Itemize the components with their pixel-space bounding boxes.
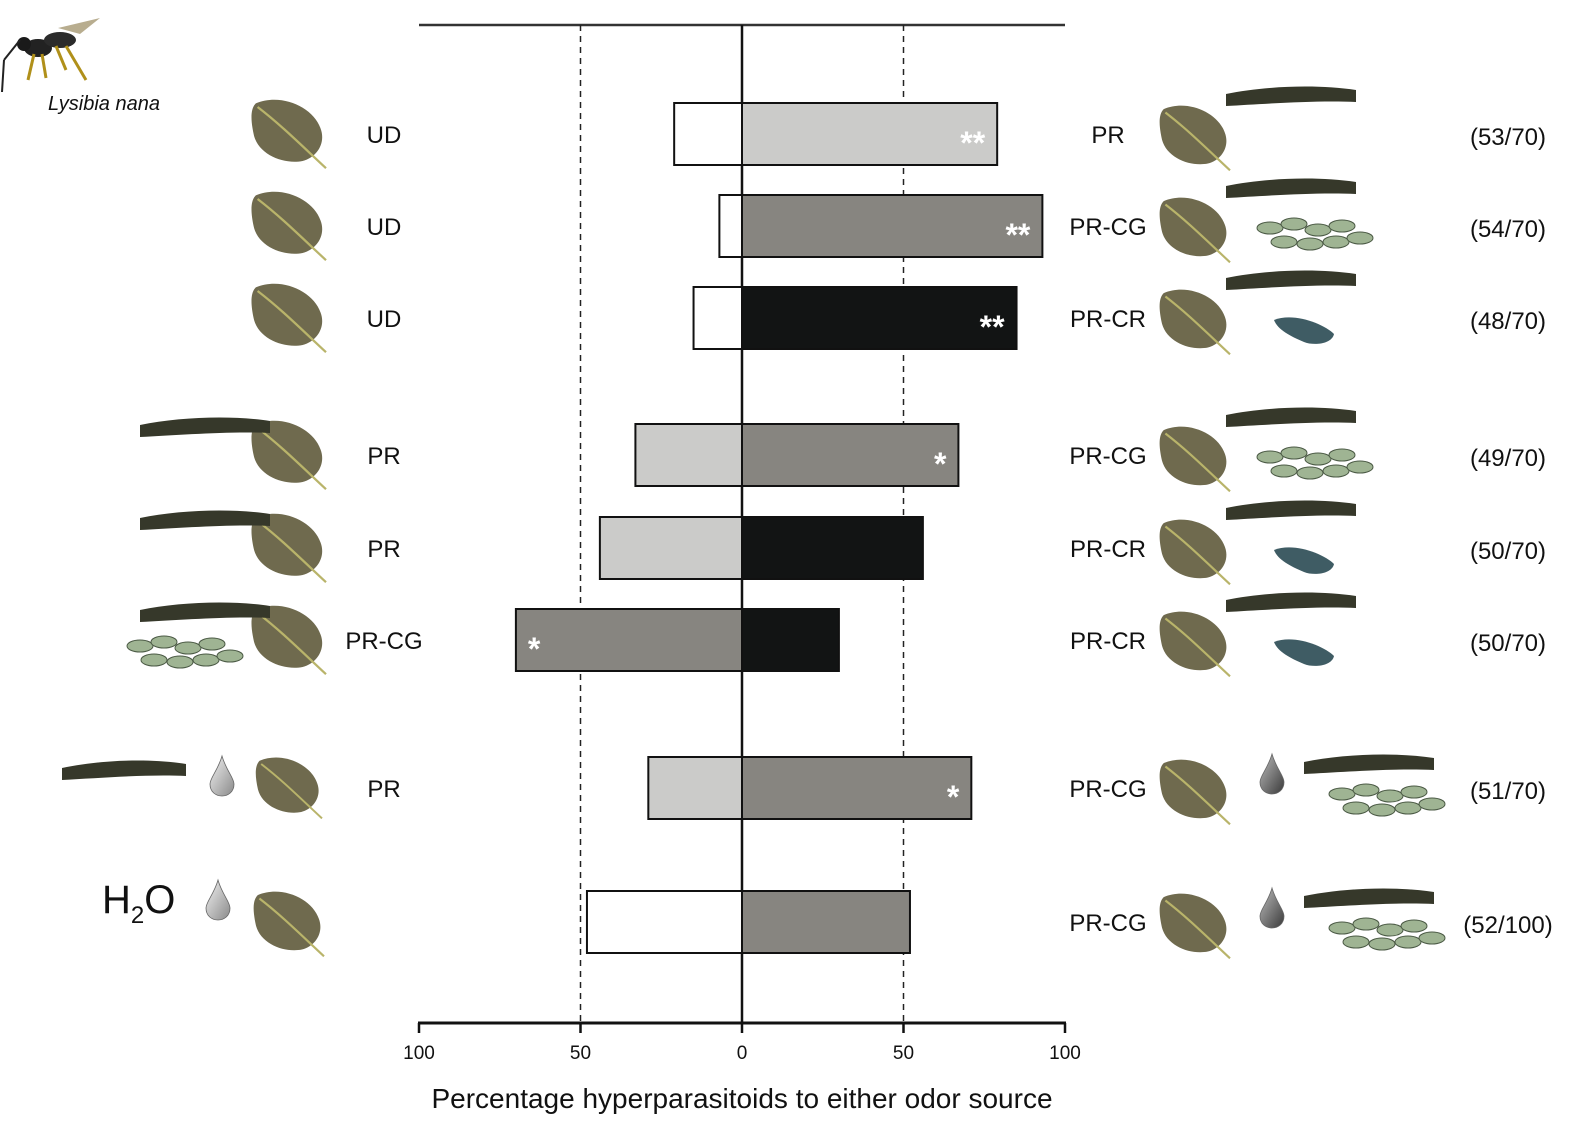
right-source-label: PR-CG <box>1069 910 1146 937</box>
left-source-label: PR-CG <box>345 628 422 655</box>
left-source-label: UD <box>367 306 402 333</box>
right-source-label: PR-CG <box>1069 776 1146 803</box>
leaf-icon <box>251 283 327 354</box>
right-source-label: PR <box>1091 122 1124 149</box>
left-source-label: UD <box>367 122 402 149</box>
leaf-icon <box>1159 759 1231 826</box>
x-tick-label: 0 <box>737 1043 748 1064</box>
caterpillar-icon <box>1226 500 1356 520</box>
leaf-icon <box>1159 105 1231 172</box>
bar-right-5 <box>741 516 924 580</box>
leaf-icon <box>251 191 327 262</box>
caterpillar-icon <box>1226 178 1356 198</box>
caterpillar-icon <box>1226 407 1356 427</box>
water-drop-icon <box>205 878 231 921</box>
caterpillar-icon <box>1304 888 1434 908</box>
parasitized-larva-icon <box>1274 639 1334 666</box>
parasitized-larva-icon <box>1274 317 1334 344</box>
significance-marker: ** <box>960 125 985 161</box>
caterpillar-icon <box>1226 270 1356 290</box>
bar-left-4 <box>634 423 743 487</box>
sample-size-label: (50/70) <box>1470 630 1546 657</box>
bar-right-1 <box>741 102 999 166</box>
caterpillar-icon <box>1226 86 1356 106</box>
bar-right-4 <box>741 423 960 487</box>
bar-right-6 <box>741 608 840 672</box>
left-source-label: PR <box>367 443 400 470</box>
leaf-icon <box>253 891 325 958</box>
cocoon-cluster-icon <box>1328 783 1446 817</box>
cocoon-cluster-icon <box>1328 917 1446 951</box>
category-labels: UD PR (53/70) UD PR-CG (54/70) UD PR-CR (48/70) P… <box>345 122 1552 939</box>
water-drop-icon <box>209 754 235 797</box>
leaf-icon <box>251 420 327 491</box>
significance-marker: * <box>934 446 947 482</box>
bars: ********* <box>514 102 1044 954</box>
sample-size-label: (51/70) <box>1470 778 1546 805</box>
left-source-label: PR <box>367 776 400 803</box>
bar-left-3 <box>692 286 743 350</box>
significance-marker: * <box>528 631 541 667</box>
water-drop-icon <box>1259 886 1285 929</box>
right-source-label: PR-CR <box>1070 628 1146 655</box>
sample-size-label: (53/70) <box>1470 124 1546 151</box>
leaf-icon <box>1159 519 1231 586</box>
leaf-icon <box>1159 289 1231 356</box>
sample-size-label: (52/100) <box>1463 912 1552 939</box>
leaf-icon <box>1159 197 1231 264</box>
caterpillar-icon <box>140 417 270 437</box>
left-source-label: PR <box>367 536 400 563</box>
significance-marker: ** <box>980 309 1005 345</box>
leaf-icon <box>251 605 327 676</box>
bar-left-7 <box>647 756 744 820</box>
right-source-label: PR-CR <box>1070 536 1146 563</box>
leaf-icon <box>1159 611 1231 678</box>
bar-left-6 <box>514 608 744 672</box>
right-source-label: PR-CR <box>1070 306 1146 333</box>
bar-right-7 <box>741 756 973 820</box>
significance-marker: ** <box>1005 217 1030 253</box>
bar-right-8 <box>741 890 911 954</box>
caterpillar-icon <box>140 602 270 622</box>
x-tick-label: 100 <box>1049 1043 1081 1064</box>
right-source-label: PR-CG <box>1069 443 1146 470</box>
odor-source-icons <box>62 86 1446 960</box>
caterpillar-icon <box>62 760 186 780</box>
leaf-icon <box>255 757 323 820</box>
sample-size-label: (49/70) <box>1470 445 1546 472</box>
leaf-icon <box>251 99 327 170</box>
caterpillar-icon <box>1226 592 1356 612</box>
x-tick-label: 50 <box>570 1043 591 1064</box>
leaf-icon <box>251 513 327 584</box>
left-source-label: UD <box>367 214 402 241</box>
bar-left-5 <box>598 516 743 580</box>
bar-right-3 <box>741 286 1018 350</box>
water-drop-icon <box>1259 752 1285 795</box>
bar-left-2 <box>718 194 744 258</box>
leaf-icon <box>1159 426 1231 493</box>
h2o-label: H2O <box>102 878 175 929</box>
leaf-icon <box>1159 893 1231 960</box>
cocoon-cluster-icon <box>126 635 244 669</box>
right-source-label: PR-CG <box>1069 214 1146 241</box>
cocoon-cluster-icon <box>1256 446 1374 480</box>
x-tick-label: 100 <box>403 1043 435 1064</box>
bar-right-2 <box>741 194 1044 258</box>
bar-left-1 <box>673 102 743 166</box>
parasitized-larva-icon <box>1274 547 1334 574</box>
bar-left-8 <box>585 890 744 954</box>
caterpillar-icon <box>140 510 270 530</box>
sample-size-label: (54/70) <box>1470 216 1546 243</box>
species-label: Lysibia nana <box>48 93 160 115</box>
sample-size-label: (48/70) <box>1470 308 1546 335</box>
x-tick-label: 50 <box>893 1043 914 1064</box>
x-axis-label: Percentage hyperparasitoids to either od… <box>431 1083 1052 1114</box>
significance-marker: * <box>947 779 960 815</box>
cocoon-cluster-icon <box>1256 217 1374 251</box>
wasp-icon <box>1 18 100 93</box>
sample-size-label: (50/70) <box>1470 538 1546 565</box>
caterpillar-icon <box>1304 754 1434 774</box>
